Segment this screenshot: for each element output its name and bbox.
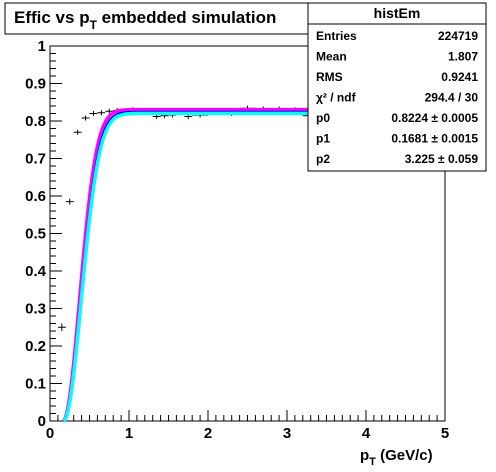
x-tick-label: 4 [362, 425, 371, 442]
y-tick-label: 1 [38, 38, 46, 55]
y-tick-label: 0.6 [25, 188, 46, 205]
stats-label: p2 [316, 152, 330, 166]
axes: 0 0.1 0.2 0.3 0.4 0.5 0.6 0.7 0.8 0.9 1 0 1 2 3 4 5 [25, 38, 449, 442]
x-tick-label: 5 [441, 425, 449, 442]
chart-title-box: Effic vs pT embedded simulation [4, 2, 352, 35]
stats-label: Entries [316, 29, 357, 43]
data-point [81, 115, 90, 121]
y-tick-label: 0.8 [25, 113, 46, 130]
stats-label: Mean [316, 50, 347, 64]
y-tick-label: 0.5 [25, 226, 46, 243]
stats-value: 224719 [438, 29, 478, 43]
stats-label: p1 [316, 132, 330, 146]
stats-label: p0 [316, 111, 330, 125]
y-tick-label: 0 [38, 413, 46, 430]
chart-title: Effic vs pT embedded simulation [14, 8, 276, 32]
data-point [65, 198, 74, 205]
data-point [89, 111, 98, 116]
x-tick-label: 2 [204, 425, 212, 442]
x-axis-title: pT (GeV/c) [360, 447, 433, 468]
y-tick-label: 0.3 [25, 301, 46, 318]
stats-label: χ² / ndf [316, 91, 357, 105]
stats-histogram-name: histEm [374, 5, 421, 21]
x-tick-label: 1 [125, 425, 133, 442]
y-tick-label: 0.1 [25, 376, 46, 393]
x-tick-label: 3 [283, 425, 291, 442]
x-tick-label: 0 [46, 425, 54, 442]
data-point [105, 108, 114, 114]
y-tick-label: 0.2 [25, 338, 46, 355]
stats-value: 1.807 [448, 50, 478, 64]
data-point [73, 129, 82, 135]
y-tick-label: 0.9 [25, 76, 46, 93]
stats-label: RMS [316, 70, 343, 84]
stats-box: histEm Entries 224719 Mean 1.807 RMS 0.9241 χ²… [307, 2, 487, 172]
stats-value: 294.4 / 30 [425, 91, 479, 105]
y-tick-label: 0.7 [25, 151, 46, 168]
stats-value: 3.225 ± 0.059 [405, 152, 479, 166]
data-point [57, 323, 66, 331]
y-tick-label: 0.4 [25, 263, 47, 280]
data-point [97, 110, 106, 116]
stats-value: 0.9241 [441, 70, 478, 84]
stats-value: 0.1681 ± 0.0015 [391, 132, 478, 146]
stats-value: 0.8224 ± 0.0005 [391, 111, 478, 125]
